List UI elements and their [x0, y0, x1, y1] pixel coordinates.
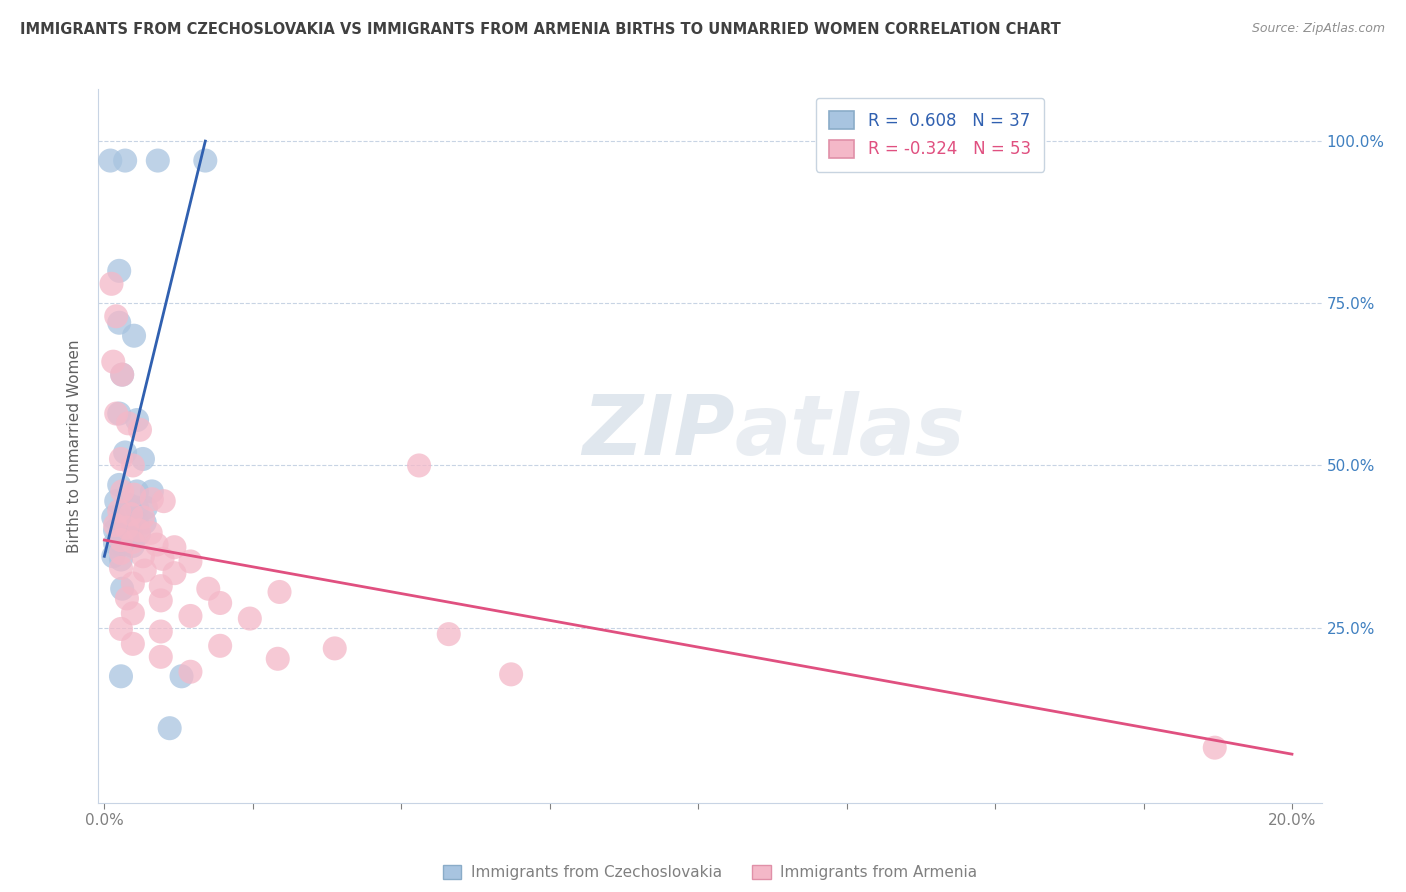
Point — [114, 445, 136, 459]
Point — [152, 552, 174, 566]
Point — [120, 525, 142, 540]
Point — [1204, 740, 1226, 755]
Point — [111, 484, 134, 499]
Point — [118, 514, 141, 528]
Point — [149, 649, 172, 664]
Point — [103, 354, 125, 368]
Text: ZIP: ZIP — [582, 392, 734, 472]
Point — [110, 452, 132, 467]
Point — [112, 524, 135, 539]
Point — [110, 552, 132, 566]
Point — [179, 554, 201, 568]
Point — [163, 540, 186, 554]
Point — [117, 497, 139, 511]
Point — [128, 524, 150, 538]
Point — [135, 500, 157, 515]
Point — [141, 492, 163, 507]
Point — [132, 549, 155, 564]
Point — [179, 665, 201, 679]
Point — [139, 525, 162, 540]
Point — [408, 458, 430, 473]
Point — [269, 585, 291, 599]
Point — [132, 510, 155, 524]
Point — [159, 721, 181, 735]
Point — [146, 153, 169, 168]
Point — [122, 328, 145, 343]
Text: IMMIGRANTS FROM CZECHOSLOVAKIA VS IMMIGRANTS FROM ARMENIA BIRTHS TO UNMARRIED WO: IMMIGRANTS FROM CZECHOSLOVAKIA VS IMMIGR… — [20, 22, 1060, 37]
Point — [104, 518, 127, 533]
Point — [110, 561, 132, 575]
Point — [117, 417, 139, 431]
Point — [179, 609, 201, 624]
Point — [111, 368, 134, 382]
Point — [114, 153, 136, 168]
Point — [111, 538, 134, 552]
Point — [197, 582, 219, 596]
Point — [105, 310, 128, 324]
Point — [108, 504, 131, 518]
Point — [103, 549, 125, 564]
Point — [108, 264, 131, 278]
Point — [128, 527, 150, 541]
Text: atlas: atlas — [734, 392, 965, 472]
Point — [145, 538, 167, 552]
Point — [323, 641, 346, 656]
Point — [194, 153, 217, 168]
Point — [141, 484, 163, 499]
Point — [122, 488, 145, 502]
Point — [152, 494, 174, 508]
Point — [111, 511, 134, 525]
Point — [115, 591, 138, 606]
Point — [100, 277, 122, 291]
Point — [111, 368, 134, 382]
Point — [121, 535, 143, 549]
Point — [125, 500, 148, 515]
Point — [103, 510, 125, 524]
Point — [501, 667, 523, 681]
Point — [108, 478, 131, 492]
Point — [209, 596, 232, 610]
Point — [239, 611, 262, 625]
Point — [110, 622, 132, 636]
Point — [125, 484, 148, 499]
Point — [110, 669, 132, 683]
Point — [105, 407, 128, 421]
Point — [108, 407, 131, 421]
Point — [267, 652, 290, 666]
Point — [132, 452, 155, 467]
Y-axis label: Births to Unmarried Women: Births to Unmarried Women — [67, 339, 83, 553]
Point — [105, 494, 128, 508]
Point — [149, 579, 172, 593]
Point — [98, 153, 121, 168]
Point — [125, 516, 148, 530]
Point — [125, 413, 148, 427]
Point — [104, 524, 127, 538]
Point — [121, 458, 143, 473]
Point — [110, 546, 132, 560]
Point — [209, 639, 232, 653]
Point — [149, 624, 172, 639]
Point — [121, 637, 143, 651]
Point — [121, 539, 143, 553]
Point — [110, 533, 132, 547]
Point — [120, 507, 142, 521]
Point — [108, 316, 131, 330]
Point — [134, 516, 156, 530]
Point — [437, 627, 460, 641]
Point — [134, 564, 156, 578]
Point — [121, 607, 143, 621]
Point — [149, 593, 172, 607]
Legend: Immigrants from Czechoslovakia, Immigrants from Armenia: Immigrants from Czechoslovakia, Immigran… — [436, 857, 984, 888]
Point — [115, 521, 138, 535]
Point — [104, 536, 127, 550]
Point — [111, 582, 134, 596]
Point — [121, 576, 143, 591]
Text: Source: ZipAtlas.com: Source: ZipAtlas.com — [1251, 22, 1385, 36]
Point — [129, 423, 152, 437]
Point — [163, 566, 186, 581]
Point — [170, 669, 193, 683]
